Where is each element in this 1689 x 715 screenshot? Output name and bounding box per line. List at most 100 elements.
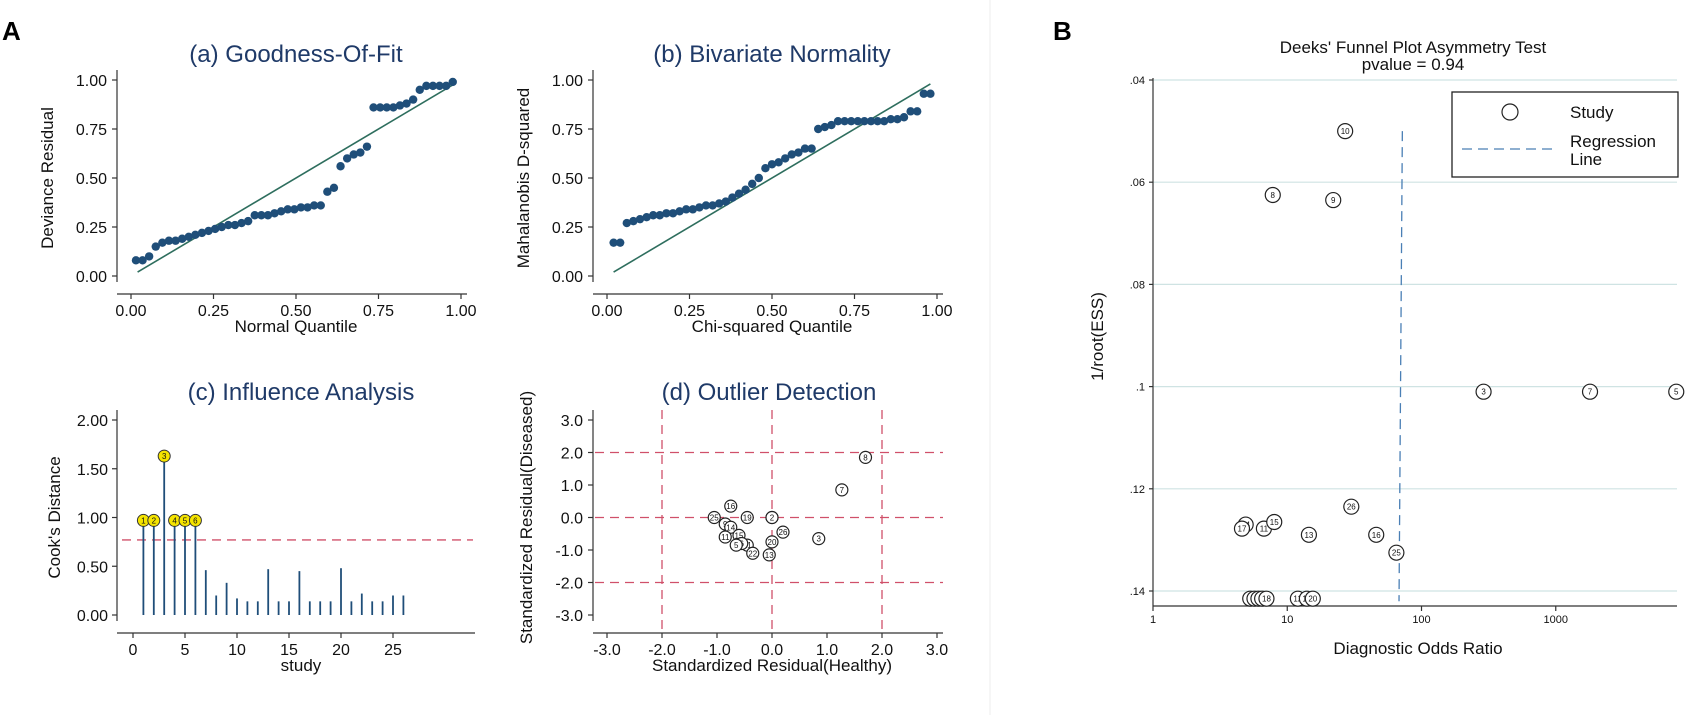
data-point bbox=[336, 162, 345, 171]
study-marker bbox=[835, 483, 849, 497]
study-label: 26 bbox=[1347, 503, 1356, 512]
data-point bbox=[800, 144, 810, 153]
data-point bbox=[715, 199, 724, 208]
data-point bbox=[899, 113, 909, 122]
study-marker bbox=[1325, 191, 1342, 209]
study-marker bbox=[1233, 520, 1251, 537]
data-point bbox=[833, 116, 843, 126]
data-point bbox=[642, 213, 651, 222]
chart-title: Deeks' Funnel Plot Asymmetry Test bbox=[1280, 38, 1547, 57]
study-marker bbox=[707, 510, 721, 525]
data-point bbox=[873, 116, 882, 126]
study-label: 13 bbox=[765, 551, 774, 560]
x-tick-label: 20 bbox=[332, 642, 350, 659]
x-tick-label: 0.50 bbox=[280, 303, 311, 320]
chart-title: (c) Influence Analysis bbox=[188, 379, 415, 406]
data-point bbox=[389, 103, 398, 112]
y-tick-label: 0.00 bbox=[76, 269, 107, 286]
x-tick-label: 1.0 bbox=[816, 642, 838, 659]
data-point bbox=[919, 89, 928, 98]
y-axis-label: 1/root(ESS) bbox=[1088, 292, 1107, 381]
study-label: 7 bbox=[840, 486, 845, 495]
data-point bbox=[191, 230, 200, 240]
data-point bbox=[402, 99, 411, 108]
y-tick-label: 0.75 bbox=[76, 122, 107, 139]
y-tick-label: 0.50 bbox=[76, 171, 107, 188]
study-label: 12 bbox=[1293, 595, 1302, 604]
y-tick-label: 2.0 bbox=[561, 446, 583, 463]
study-label: 25 bbox=[1392, 549, 1401, 558]
study-label: 8 bbox=[863, 453, 868, 462]
x-tick-label: 0.0 bbox=[761, 642, 783, 659]
study-marker bbox=[718, 530, 732, 544]
study-label: 20 bbox=[768, 538, 777, 547]
x-tick-label: 0.75 bbox=[839, 303, 870, 320]
x-tick-label: -1.0 bbox=[703, 642, 731, 659]
data-point bbox=[303, 203, 312, 212]
data-point bbox=[316, 201, 325, 210]
data-point bbox=[323, 187, 332, 196]
data-point bbox=[329, 183, 339, 192]
data-point bbox=[428, 81, 438, 91]
data-point bbox=[158, 238, 167, 247]
study-marker bbox=[858, 450, 873, 464]
study-marker bbox=[729, 538, 743, 552]
study-label: 11 bbox=[721, 533, 730, 542]
study-marker bbox=[1304, 590, 1321, 607]
data-point bbox=[682, 205, 691, 214]
data-point bbox=[230, 220, 240, 230]
data-point bbox=[807, 144, 816, 153]
y-tick-label: .04 bbox=[1130, 75, 1145, 87]
data-point bbox=[435, 81, 444, 91]
data-point bbox=[748, 179, 757, 189]
data-point bbox=[369, 103, 378, 112]
x-tick-label: 0.00 bbox=[591, 303, 622, 320]
study-label: 8 bbox=[1271, 191, 1276, 200]
y-tick-label: -2.0 bbox=[555, 576, 583, 593]
study-marker bbox=[740, 510, 754, 525]
y-tick-label: 0.0 bbox=[561, 511, 583, 528]
data-point bbox=[177, 234, 187, 243]
data-point bbox=[827, 120, 836, 130]
data-point bbox=[701, 201, 711, 210]
x-tick-label: 100 bbox=[1412, 614, 1430, 626]
data-point bbox=[675, 207, 684, 216]
data-point bbox=[296, 203, 306, 212]
x-tick-label: 1000 bbox=[1544, 614, 1568, 626]
flagged-study-marker bbox=[188, 513, 202, 527]
study-marker bbox=[1264, 186, 1281, 204]
study-label: 16 bbox=[726, 502, 735, 511]
study-marker bbox=[724, 499, 738, 513]
y-tick-label: 0.50 bbox=[552, 171, 583, 188]
flagged-study-label: 5 bbox=[183, 516, 188, 525]
data-point bbox=[926, 89, 935, 98]
data-point bbox=[609, 238, 618, 247]
data-point bbox=[184, 232, 193, 241]
data-point bbox=[853, 116, 862, 126]
reference-line bbox=[137, 83, 455, 273]
x-tick-label: 0.75 bbox=[363, 303, 394, 320]
data-point bbox=[263, 211, 273, 220]
chart-deeks-funnel-plot: Deeks' Funnel Plot Asymmetry Testpvalue … bbox=[1088, 38, 1685, 658]
y-tick-label: -1.0 bbox=[555, 543, 583, 560]
data-point bbox=[767, 160, 777, 169]
panel-label-a: A bbox=[2, 16, 21, 46]
study-marker bbox=[1337, 123, 1354, 140]
data-point bbox=[860, 116, 869, 126]
y-tick-label: 0.00 bbox=[552, 269, 583, 286]
y-tick-label: 2.00 bbox=[77, 413, 108, 430]
data-point bbox=[840, 116, 849, 126]
data-point bbox=[257, 211, 266, 220]
data-point bbox=[283, 205, 292, 214]
data-point bbox=[290, 205, 299, 214]
x-axis-label: Diagnostic Odds Ratio bbox=[1333, 639, 1502, 658]
study-label: 13 bbox=[1304, 531, 1313, 540]
data-point bbox=[728, 193, 737, 202]
study-label: 18 bbox=[1262, 595, 1271, 604]
chart-title: (b) Bivariate Normality bbox=[653, 41, 890, 68]
data-point bbox=[774, 158, 783, 167]
x-tick-label: 5 bbox=[181, 642, 190, 659]
study-label: 3 bbox=[1481, 388, 1486, 397]
data-point bbox=[662, 209, 671, 218]
panel-label-b: B bbox=[1053, 16, 1072, 46]
